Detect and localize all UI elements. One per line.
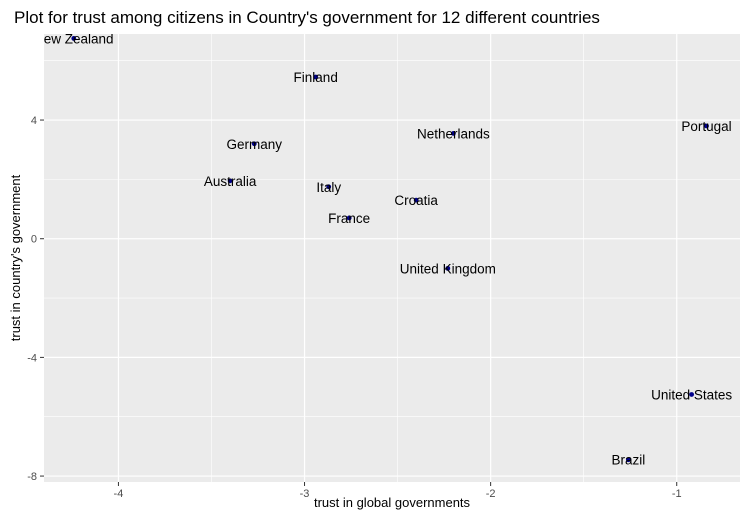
point-label: Portugal [681,119,731,134]
x-tick-label: -4 [114,488,124,500]
point-label: Croatia [394,193,438,208]
plot-panel [44,34,740,482]
grid-minor [44,34,740,482]
point-label: Italy [316,180,341,195]
data-point [689,392,695,397]
x-tick-label: -2 [486,488,496,500]
chart-title: Plot for trust among citizens in Country… [14,8,600,27]
x-axis-title: trust in global governments [314,495,471,510]
data-point [445,265,451,271]
x-tick-label: -3 [300,488,310,500]
y-axis-title: trust in country's government [8,174,23,341]
data-point [704,123,709,129]
point-label: New Zealand [34,31,114,46]
y-tick-label: -4 [27,352,37,364]
point-label: Finland [294,70,338,85]
data-point [413,197,419,203]
x-tick-label: -1 [672,488,682,500]
point-label: United Kingdom [400,261,496,276]
point-label: France [328,211,370,226]
data-point [227,178,233,184]
point-labels: New Zealand Finland Germany Netherlands Port… [34,31,732,468]
y-tick-label: 4 [31,115,37,127]
data-point [251,141,257,147]
point-label: Australia [204,174,257,189]
point-label: Netherlands [417,126,490,141]
data-point [625,457,631,463]
data-points [71,36,709,463]
axis-ticks: -4 -3 -2 -1 -8 -4 0 4 [27,115,681,500]
point-label: Germany [227,137,283,152]
data-point [313,74,319,80]
data-point [451,130,456,136]
data-point [71,36,77,41]
data-point [326,184,332,190]
y-tick-label: -8 [27,471,37,483]
point-label: Brazil [611,453,645,468]
point-label: United States [651,387,732,402]
data-point [346,215,352,221]
y-tick-label: 0 [31,234,37,246]
grid-major [44,34,740,482]
